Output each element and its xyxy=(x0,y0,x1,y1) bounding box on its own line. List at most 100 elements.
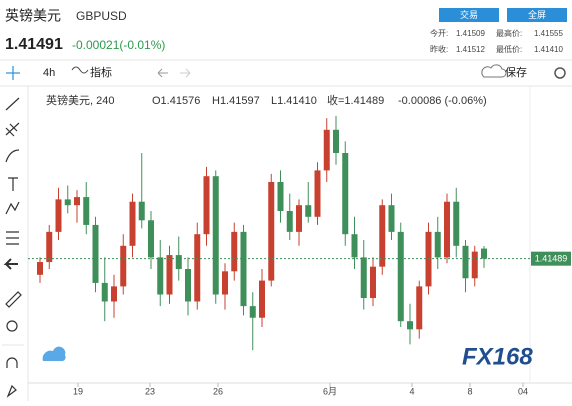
text-tool[interactable] xyxy=(8,177,18,191)
candle-body xyxy=(55,199,62,232)
candle-body xyxy=(74,197,80,206)
candle-body xyxy=(471,251,478,279)
candle-body xyxy=(268,182,275,281)
candle-body xyxy=(249,306,256,318)
candle-body xyxy=(64,199,71,206)
settings-icon[interactable] xyxy=(554,67,566,79)
stat-value: 1.41509 xyxy=(456,29,485,38)
magnet-tool[interactable] xyxy=(6,357,18,368)
prediction-tool[interactable] xyxy=(6,231,19,245)
fib-tool[interactable] xyxy=(5,122,20,137)
candle-body xyxy=(444,201,450,258)
candle-body xyxy=(203,176,210,235)
candle-body xyxy=(333,129,339,153)
save-button[interactable]: 保存 xyxy=(505,65,527,79)
candle-body xyxy=(277,182,284,211)
candle-body xyxy=(286,211,293,232)
x-tick-label: 8 xyxy=(467,386,472,396)
candle-body xyxy=(379,205,386,267)
price-change: -0.00021(-0.01%) xyxy=(72,38,165,52)
last-price-label: 1.41489 xyxy=(535,254,568,264)
measure-tool[interactable] xyxy=(5,291,22,308)
candle-body xyxy=(101,282,108,302)
instrument-symbol: GBPUSD xyxy=(76,9,127,23)
candle-body xyxy=(138,201,145,221)
candle-body xyxy=(314,170,321,217)
trade-button[interactable] xyxy=(439,8,499,22)
candle-body xyxy=(231,231,238,272)
undo-icon[interactable] xyxy=(157,68,168,78)
candle-body xyxy=(388,205,395,232)
x-tick-label: 04 xyxy=(518,386,528,396)
zoom-tool[interactable] xyxy=(6,320,18,332)
chart-logo xyxy=(42,346,66,361)
current-price: 1.41491 xyxy=(5,36,63,53)
candle-body xyxy=(212,176,219,295)
stat-label: 最高价: xyxy=(496,28,522,38)
legend-open: O1.41576 xyxy=(152,95,200,107)
candle-body xyxy=(351,234,358,258)
pattern-tool[interactable] xyxy=(5,201,20,215)
candle-body xyxy=(222,271,228,295)
candle-body xyxy=(92,224,99,283)
candle-body xyxy=(462,245,469,279)
legend-low: L1.41410 xyxy=(271,95,317,107)
candle-body xyxy=(434,231,441,258)
candle-body xyxy=(453,201,460,246)
trade-button-label[interactable]: 交易 xyxy=(460,9,478,20)
candle-body xyxy=(83,197,90,225)
stat-value: 1.41555 xyxy=(534,29,563,38)
candle-body xyxy=(157,257,164,295)
candle-body xyxy=(370,266,376,298)
legend-close: 收=1.41489 xyxy=(327,93,384,107)
candle-body xyxy=(166,255,173,295)
fullscreen-button-label[interactable]: 全屏 xyxy=(528,9,546,20)
candle-body xyxy=(305,205,312,217)
candle-body xyxy=(185,269,191,302)
candle-body xyxy=(111,286,117,302)
legend-change: -0.00086 (-0.06%) xyxy=(398,95,487,107)
interval-button[interactable]: 4h xyxy=(43,67,55,79)
stat-label: 今开: xyxy=(430,28,448,38)
candle-body xyxy=(323,129,330,171)
legend-name: 英镑美元, 240 xyxy=(46,93,114,107)
candle-body xyxy=(148,220,154,258)
redo-icon[interactable] xyxy=(180,68,191,78)
candle-body xyxy=(397,231,404,322)
back-tool[interactable] xyxy=(3,258,18,270)
crosshair-tool[interactable] xyxy=(6,66,20,80)
candle-body xyxy=(360,257,367,298)
last-price-box xyxy=(531,251,571,266)
brush-tool[interactable] xyxy=(5,149,20,163)
candle-body xyxy=(37,262,43,275)
stat-label: 昨收: xyxy=(430,44,448,54)
stat-value: 1.41410 xyxy=(534,45,563,54)
x-tick-label: 19 xyxy=(73,386,83,396)
x-tick-label: 4 xyxy=(409,386,414,396)
instrument-name: 英镑美元 xyxy=(5,8,61,24)
lock-tool[interactable] xyxy=(6,384,17,398)
candle-body xyxy=(129,201,136,246)
trend-line-tool[interactable] xyxy=(5,97,20,111)
candle-body xyxy=(296,205,302,232)
indicators-button[interactable]: 指标 xyxy=(90,65,112,79)
candle-body xyxy=(240,231,247,307)
candle-body xyxy=(46,231,53,263)
x-tick-label: 26 xyxy=(213,386,223,396)
candle-body xyxy=(481,248,487,259)
x-tick-label: 23 xyxy=(145,386,155,396)
candle-body xyxy=(407,321,413,330)
candle-body xyxy=(416,286,423,330)
cloud-icon[interactable] xyxy=(481,64,507,78)
compare-icon[interactable] xyxy=(71,66,89,74)
candle-body xyxy=(175,255,182,269)
stat-value: 1.41512 xyxy=(456,45,485,54)
legend-high: H1.41597 xyxy=(212,95,260,107)
stat-label: 最低价: xyxy=(496,44,522,54)
candle-body xyxy=(194,234,201,302)
fullscreen-button[interactable] xyxy=(507,8,567,22)
candle-body xyxy=(120,245,127,287)
watermark-logo: FX168 xyxy=(462,343,533,370)
